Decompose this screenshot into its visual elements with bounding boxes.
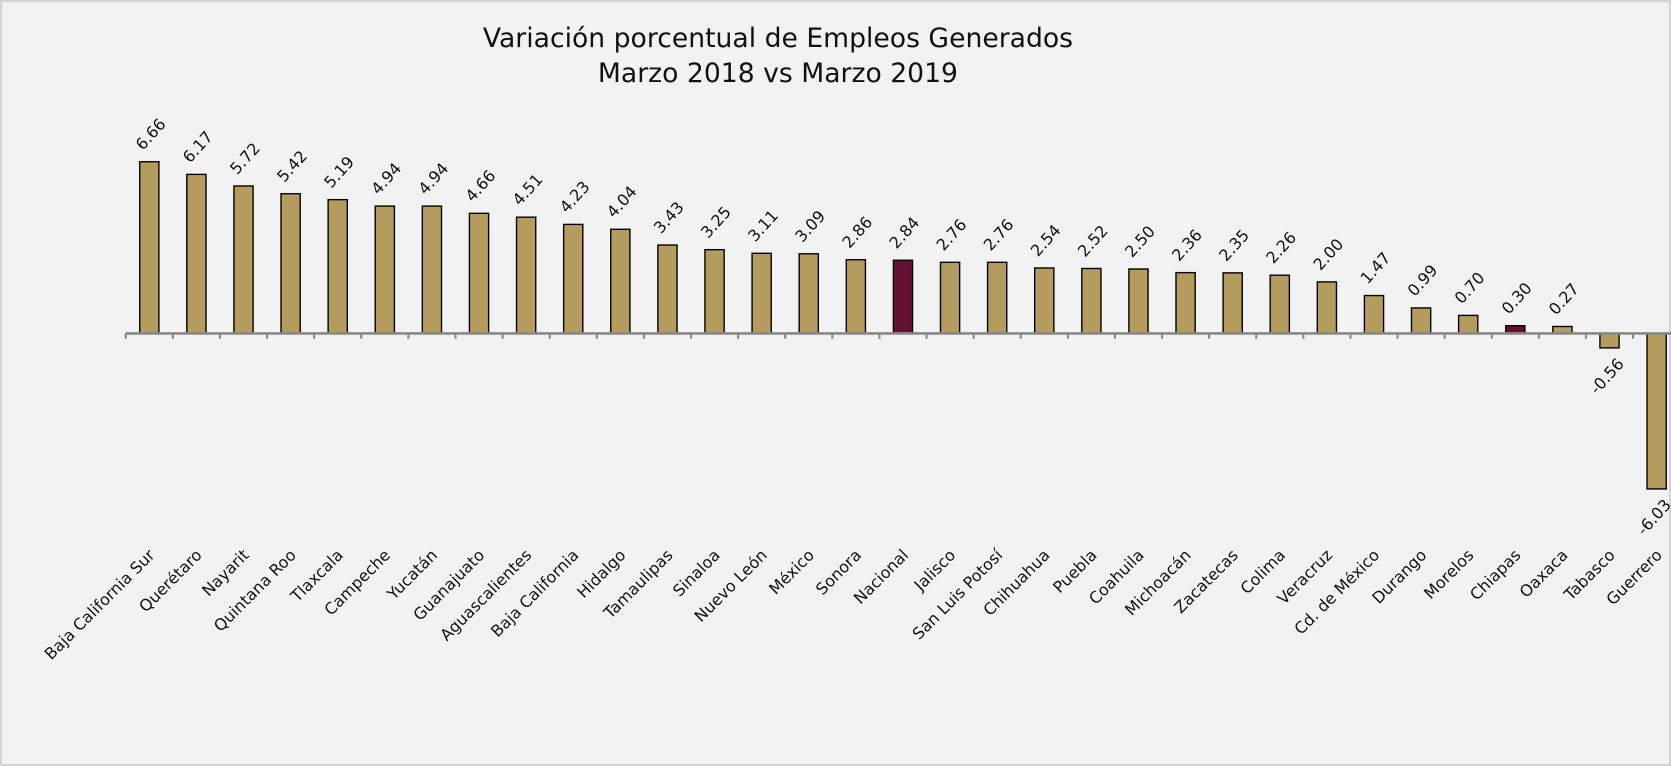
bar [845,259,867,335]
bar [986,261,1008,335]
bar [1316,281,1338,335]
bar [327,198,349,335]
bar [1175,271,1196,335]
bar [1646,332,1667,490]
bar [1599,332,1620,349]
bar [280,193,301,335]
bar [798,253,820,335]
bar [1128,268,1149,335]
bar [1363,294,1385,335]
bar [751,252,772,335]
bar [1410,307,1432,335]
bar [515,216,537,335]
bar [1033,267,1055,335]
bar [657,244,678,335]
bar [421,205,443,335]
chart-title: Variación porcentual de Empleos Generado… [483,23,1073,54]
bar [1269,274,1291,335]
bar [1457,314,1479,335]
bar [374,205,396,335]
bar [186,173,207,335]
bar [139,161,160,335]
bar [233,185,254,335]
bar [892,259,914,335]
bar [562,223,584,335]
bar [1081,267,1102,335]
bar [939,261,961,335]
chart-subtitle: Marzo 2018 vs Marzo 2019 [598,58,958,89]
bar [610,228,631,335]
bar [468,212,490,335]
bar [1222,272,1243,335]
bar [704,248,725,335]
